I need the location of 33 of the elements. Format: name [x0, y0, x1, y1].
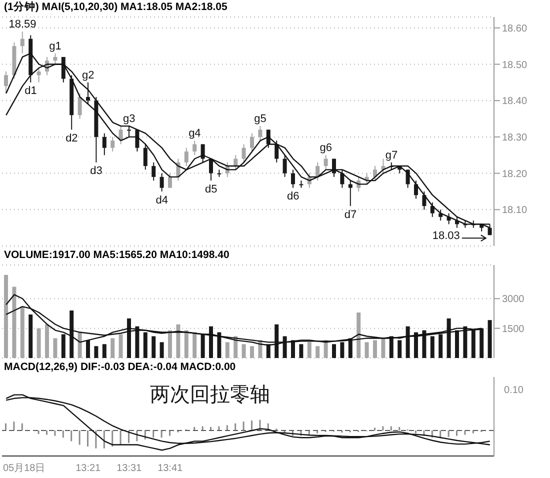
- y-tick-label: 18.20: [502, 168, 528, 180]
- annotation: d5: [204, 183, 218, 196]
- annotation: d7: [344, 208, 357, 221]
- annotation: d2: [66, 132, 78, 144]
- y-tick-label: 1500: [502, 324, 525, 335]
- annotation: g7: [385, 149, 398, 162]
- annotation: 18.03: [432, 230, 460, 242]
- text: 0.10: [504, 385, 524, 396]
- annotation: d6: [286, 190, 300, 203]
- annotation: 18.59: [8, 18, 36, 31]
- y-tick-label: 18.50: [502, 60, 528, 71]
- x-tick-label: 05月18日: [3, 463, 46, 474]
- y-tick-label: 18.30: [502, 132, 528, 144]
- chart-title: VOLUME:1917.00 MA5:1565.20 MA10:1498.40: [3, 248, 230, 263]
- annotation: d4: [156, 194, 168, 206]
- annotation: g1: [49, 40, 62, 52]
- annotation: g2: [82, 69, 94, 82]
- annotation: g4: [188, 128, 201, 140]
- y-tick-label: 18.10: [502, 205, 528, 216]
- annotation: g5: [254, 113, 266, 126]
- chart-title: MACD(12,26,9) DIF:-0.03 DEA:-0.04 MACD:0.00: [3, 360, 237, 375]
- x-tick-label: 13:21: [76, 463, 102, 474]
- annotation: g6: [320, 142, 332, 154]
- annotation: 两次回拉零轴: [150, 383, 270, 408]
- x-tick-label: 13:31: [116, 463, 142, 474]
- annotation: g3: [122, 113, 136, 126]
- annotation: d1: [24, 85, 37, 98]
- x-tick-label: 13:41: [158, 463, 184, 474]
- annotation: d3: [90, 165, 102, 178]
- y-tick-label: 3000: [502, 294, 525, 306]
- y-tick-label: 18.60: [502, 23, 528, 34]
- y-tick-label: 18.40: [502, 96, 528, 108]
- chart-title: (1分钟) MAI(5,10,20,30) MA1:18.05 MA2:18.05: [3, 0, 228, 15]
